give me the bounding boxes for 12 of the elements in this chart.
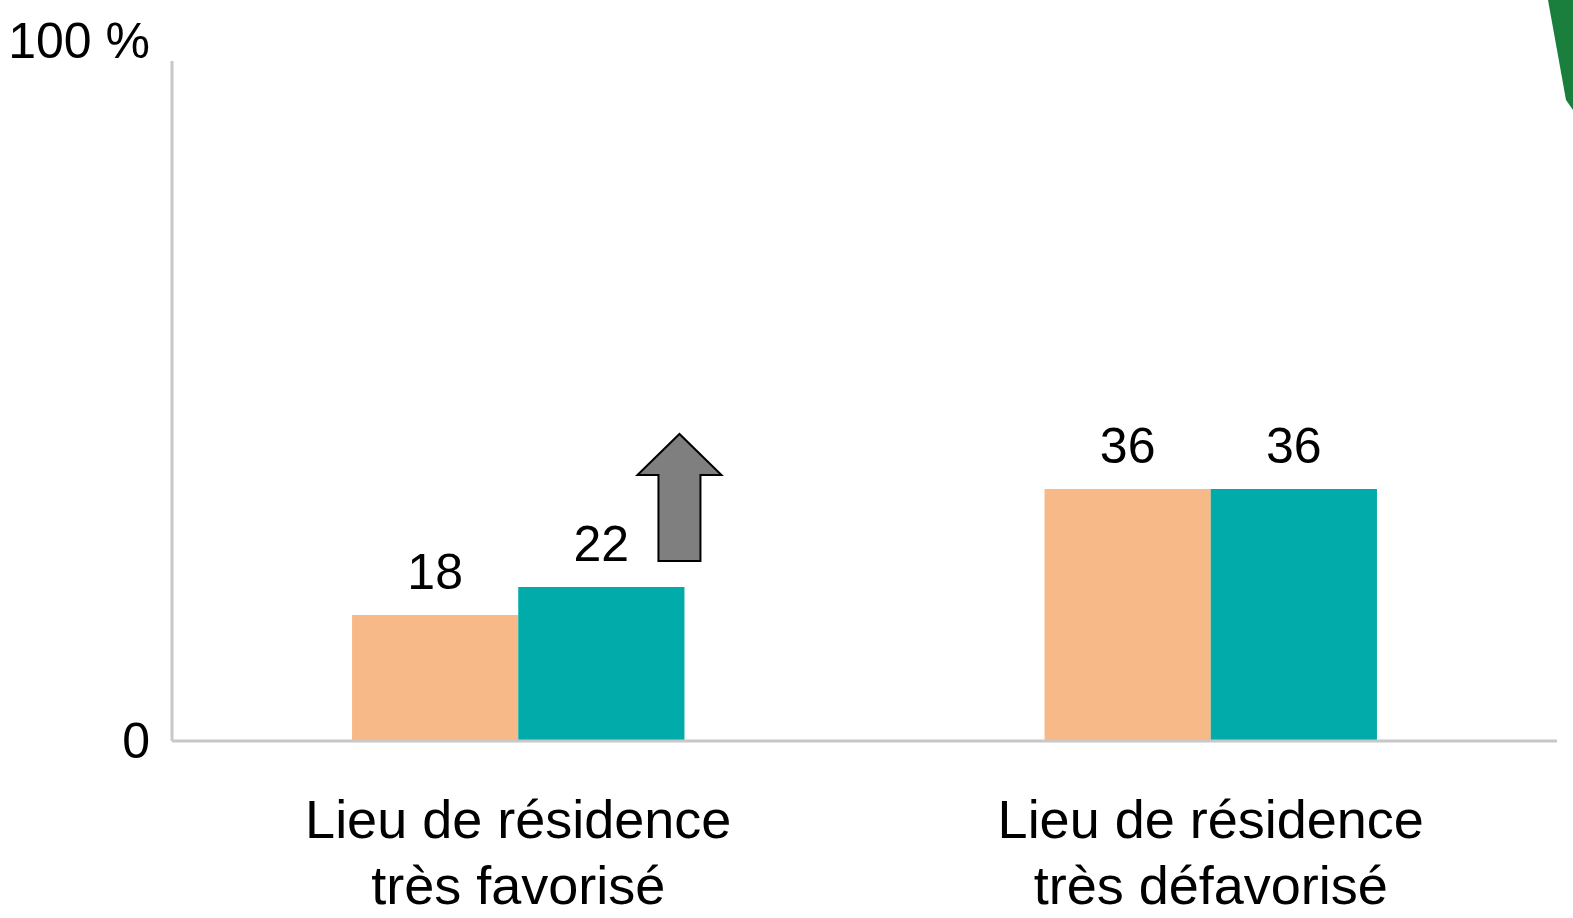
y-tick-label: 0 <box>122 713 150 769</box>
y-tick-label: 100 % <box>8 13 150 69</box>
data-label: 36 <box>1099 418 1156 474</box>
data-label: 18 <box>407 544 463 600</box>
bar <box>1044 489 1211 741</box>
x-tick-label: Lieu de résidence très défavorisé <box>997 789 1424 915</box>
bar <box>352 615 519 741</box>
data-label: 22 <box>573 516 630 572</box>
x-tick-label: Lieu de résidence très favorisé <box>305 789 732 915</box>
bar <box>518 587 685 741</box>
data-label: 36 <box>1266 418 1322 474</box>
bar <box>1210 489 1377 741</box>
